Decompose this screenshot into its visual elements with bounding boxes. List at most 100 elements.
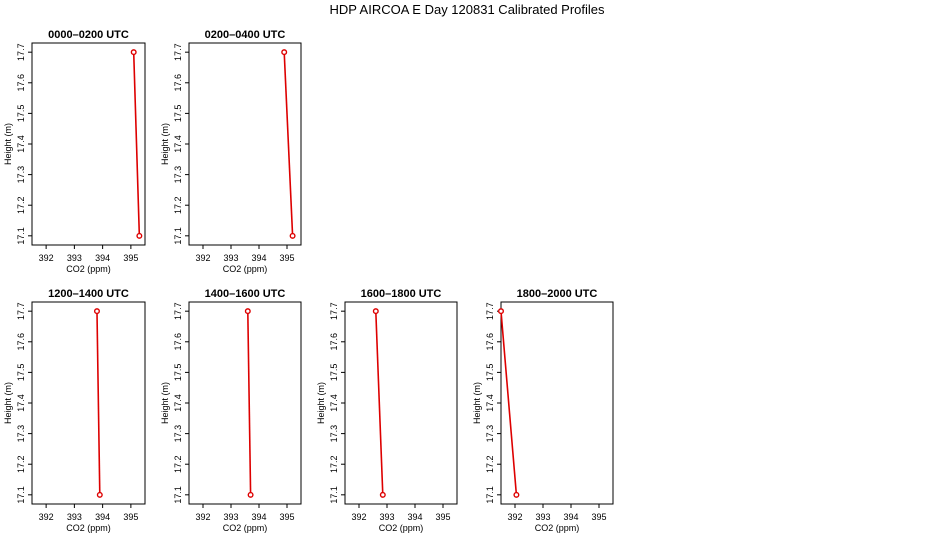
plot-frame <box>31 301 146 505</box>
y-tick-label: 17.1 <box>16 227 26 245</box>
x-tick-label: 392 <box>195 253 210 263</box>
panel-2: 1200–1400 UTC 392 393 394 395 17.1 17.2 17.3 17.… <box>3 288 146 533</box>
y-tick-label: 17.6 <box>16 74 26 92</box>
y-tick-label: 17.1 <box>16 486 26 504</box>
y-tick-label: 17.7 <box>173 43 183 61</box>
y-axis-label: Height (m) <box>316 382 326 424</box>
x-tick-label: 394 <box>251 512 266 522</box>
data-point <box>93 308 100 315</box>
series-line <box>500 311 518 495</box>
y-axis-label: Height (m) <box>3 382 13 424</box>
y-tick-label: 17.7 <box>329 302 339 320</box>
x-tick-label: 395 <box>123 253 138 263</box>
y-tick-label: 17.7 <box>16 302 26 320</box>
y-tick-label: 17.2 <box>16 196 26 214</box>
x-tick-label: 393 <box>67 512 82 522</box>
panel-3: 1400–1600 UTC 392 393 394 395 17.1 17.2 17.3 17.… <box>160 288 302 533</box>
y-tick-label: 17.1 <box>485 486 495 504</box>
x-tick-label: 395 <box>591 512 606 522</box>
data-point <box>372 308 379 315</box>
x-tick-label: 394 <box>563 512 578 522</box>
y-tick-label: 17.6 <box>173 333 183 351</box>
y-tick-label: 17.3 <box>16 425 26 443</box>
panel-title: 0000–0200 UTC <box>48 29 129 41</box>
data-point <box>513 491 520 498</box>
series-line <box>283 52 294 236</box>
panel-title: 1600–1800 UTC <box>361 288 442 300</box>
y-tick-label: 17.4 <box>16 135 26 153</box>
y-tick-label: 17.2 <box>16 455 26 473</box>
y-tick-label: 17.5 <box>329 364 339 382</box>
panel-title: 0200–0400 UTC <box>205 29 286 41</box>
y-tick-label: 17.3 <box>16 166 26 184</box>
data-point <box>244 308 251 315</box>
panel-title: 1800–2000 UTC <box>517 288 598 300</box>
y-tick-label: 17.2 <box>173 196 183 214</box>
y-tick-label: 17.5 <box>16 364 26 382</box>
data-point <box>498 308 505 315</box>
data-point <box>96 491 103 498</box>
panel-4: 1600–1800 UTC 392 393 394 395 17.1 17.2 17.3 17.… <box>316 288 458 533</box>
panel-1: 0200–0400 UTC 392 393 394 395 17.1 17.2 17.3 17.… <box>160 29 302 274</box>
y-tick-label: 17.4 <box>16 394 26 412</box>
y-tick-label: 17.3 <box>485 425 495 443</box>
x-axis-label: CO2 (ppm) <box>535 523 580 533</box>
y-tick-label: 17.2 <box>173 455 183 473</box>
y-axis-label: Height (m) <box>160 123 170 165</box>
y-tick-label: 17.4 <box>173 135 183 153</box>
x-tick-label: 395 <box>279 253 294 263</box>
x-tick-label: 394 <box>251 253 266 263</box>
data-point <box>136 232 143 239</box>
data-point <box>379 491 386 498</box>
plot-frame <box>500 301 614 505</box>
panel-0: 0000–0200 UTC 392 393 394 395 17.1 17.2 17.3 17.… <box>3 29 146 274</box>
x-tick-label: 395 <box>123 512 138 522</box>
x-axis-label: CO2 (ppm) <box>223 523 268 533</box>
x-tick-label: 393 <box>67 253 82 263</box>
y-tick-label: 17.3 <box>329 425 339 443</box>
y-tick-label: 17.4 <box>329 394 339 412</box>
x-axis-label: CO2 (ppm) <box>379 523 424 533</box>
y-tick-label: 17.1 <box>329 486 339 504</box>
y-tick-label: 17.5 <box>173 105 183 123</box>
data-point <box>289 232 296 239</box>
x-axis-label: CO2 (ppm) <box>66 523 111 533</box>
y-tick-label: 17.6 <box>485 333 495 351</box>
x-tick-label: 392 <box>351 512 366 522</box>
x-tick-label: 394 <box>95 253 110 263</box>
y-tick-label: 17.7 <box>485 302 495 320</box>
y-axis-label: Height (m) <box>3 123 13 165</box>
y-tick-label: 17.5 <box>485 364 495 382</box>
x-tick-label: 394 <box>95 512 110 522</box>
plot-frame <box>188 42 302 246</box>
y-tick-label: 17.6 <box>329 333 339 351</box>
y-tick-label: 17.4 <box>485 394 495 412</box>
plot-frame <box>344 301 458 505</box>
y-tick-label: 17.7 <box>16 43 26 61</box>
x-tick-label: 395 <box>279 512 294 522</box>
series-line <box>96 311 101 495</box>
y-axis-label: Height (m) <box>160 382 170 424</box>
y-tick-label: 17.5 <box>173 364 183 382</box>
x-tick-label: 394 <box>407 512 422 522</box>
x-tick-label: 395 <box>435 512 450 522</box>
data-point <box>247 491 254 498</box>
data-point <box>281 49 288 56</box>
y-tick-label: 17.3 <box>173 425 183 443</box>
y-tick-label: 17.7 <box>173 302 183 320</box>
series-line <box>132 52 141 236</box>
series-line <box>247 311 252 495</box>
x-tick-label: 392 <box>39 253 54 263</box>
plot-frame <box>188 301 302 505</box>
y-tick-label: 17.2 <box>329 455 339 473</box>
y-axis-label: Height (m) <box>472 382 482 424</box>
x-tick-label: 392 <box>195 512 210 522</box>
y-tick-label: 17.3 <box>173 166 183 184</box>
y-tick-label: 17.2 <box>485 455 495 473</box>
y-tick-label: 17.1 <box>173 227 183 245</box>
x-tick-label: 393 <box>379 512 394 522</box>
y-tick-label: 17.1 <box>173 486 183 504</box>
x-axis-label: CO2 (ppm) <box>223 264 268 274</box>
plot-frame <box>31 42 146 246</box>
